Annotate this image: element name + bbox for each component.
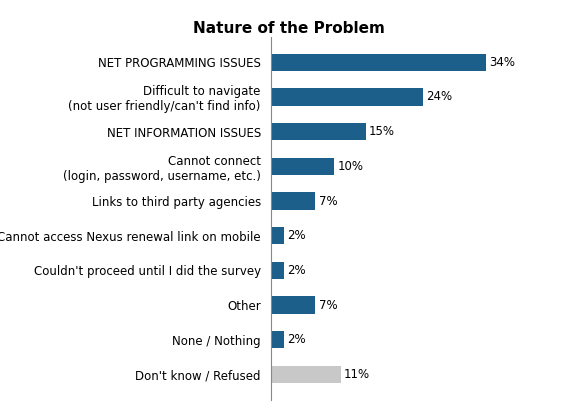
Text: 34%: 34% bbox=[489, 56, 515, 69]
Bar bbox=[271, 366, 340, 383]
Bar bbox=[271, 331, 284, 349]
Bar bbox=[271, 192, 316, 210]
Bar bbox=[271, 296, 316, 314]
Text: 7%: 7% bbox=[319, 299, 337, 311]
Text: 2%: 2% bbox=[287, 264, 306, 277]
Text: 2%: 2% bbox=[287, 229, 306, 242]
Text: 7%: 7% bbox=[319, 194, 337, 208]
Bar bbox=[271, 158, 335, 175]
Bar bbox=[271, 262, 284, 279]
Text: 11%: 11% bbox=[344, 368, 370, 381]
Text: 10%: 10% bbox=[338, 160, 364, 173]
Text: 24%: 24% bbox=[426, 90, 452, 103]
Text: Nature of the Problem: Nature of the Problem bbox=[193, 21, 384, 35]
Bar bbox=[271, 123, 366, 140]
Bar bbox=[271, 54, 486, 71]
Text: 2%: 2% bbox=[287, 333, 306, 346]
Text: 15%: 15% bbox=[369, 125, 395, 138]
Bar bbox=[271, 227, 284, 244]
Bar bbox=[271, 88, 423, 105]
